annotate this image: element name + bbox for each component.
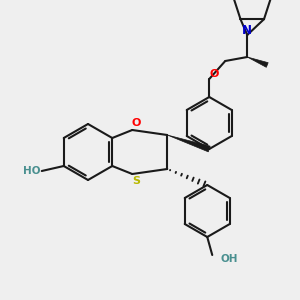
- Polygon shape: [167, 135, 210, 152]
- Text: N: N: [242, 23, 252, 37]
- Text: OH: OH: [220, 254, 238, 264]
- Text: S: S: [132, 176, 140, 186]
- Text: O: O: [210, 69, 219, 79]
- Text: HO: HO: [23, 166, 40, 176]
- Polygon shape: [247, 57, 268, 67]
- Text: O: O: [132, 118, 141, 128]
